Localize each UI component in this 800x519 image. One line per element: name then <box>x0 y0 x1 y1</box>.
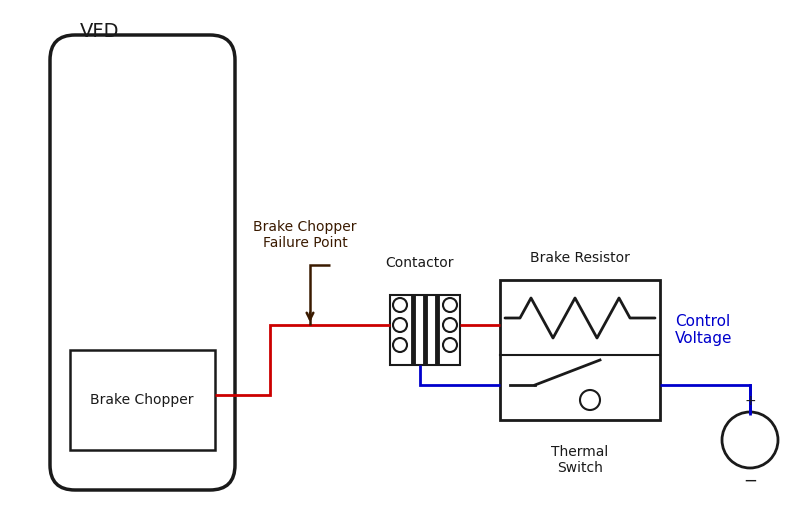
Bar <box>70 350 215 450</box>
Text: VFD: VFD <box>80 22 119 41</box>
FancyBboxPatch shape <box>50 35 235 490</box>
Text: −: − <box>743 472 757 490</box>
Bar <box>500 280 660 420</box>
Text: +: + <box>744 394 756 408</box>
Text: Brake Chopper: Brake Chopper <box>90 393 194 407</box>
Text: Brake Chopper
Failure Point: Brake Chopper Failure Point <box>254 220 357 250</box>
Text: Brake Resistor: Brake Resistor <box>530 251 630 265</box>
Text: Thermal
Switch: Thermal Switch <box>551 445 609 475</box>
Text: Contactor: Contactor <box>386 256 454 270</box>
Bar <box>390 295 460 365</box>
Text: Control
Voltage: Control Voltage <box>675 314 733 346</box>
